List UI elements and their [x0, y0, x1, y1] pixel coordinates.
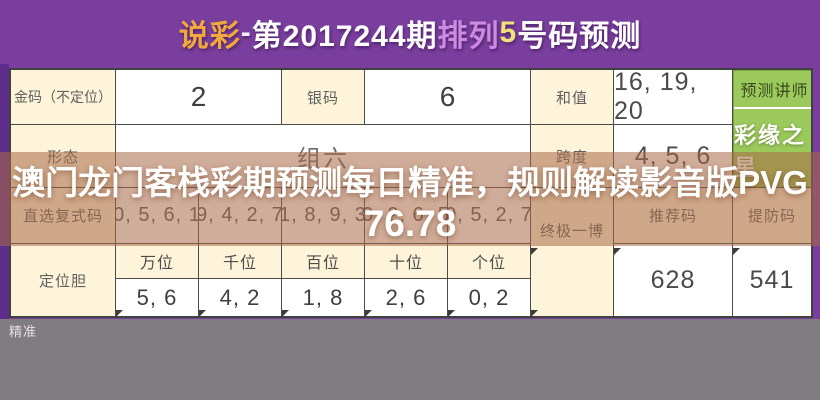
- watermark-text-line1: 澳门龙门客栈彩期预测每日精准，规则解读影音版PVG: [12, 164, 808, 201]
- footer-bar: 精准: [0, 319, 820, 400]
- title-game-name: 排列: [437, 20, 500, 53]
- title-issue: 第2017244期: [251, 20, 438, 53]
- position-value-ge: 0, 2: [448, 279, 530, 316]
- cell-corner-mark: [448, 310, 455, 317]
- position-header-wan: 万位: [116, 244, 198, 278]
- position-value-wan: 5, 6: [116, 279, 198, 316]
- page-title: 说彩 - 第2017244期 排列 5 号码预测: [0, 0, 820, 66]
- position-header-ge: 个位: [448, 244, 530, 278]
- position-value-bai: 1, 8: [282, 279, 364, 316]
- position-value-qian: 4, 2: [199, 279, 281, 316]
- position-header-qian: 千位: [199, 244, 281, 278]
- cell-corner-mark: [614, 248, 621, 255]
- recommend-code-value: 628: [614, 244, 732, 316]
- sum-value: 16, 19, 20: [614, 70, 732, 124]
- cell-corner-mark: [116, 310, 123, 317]
- title-brand: 说彩: [178, 20, 241, 53]
- watermark-overlay: 澳门龙门客栈彩期预测每日精准，规则解读影音版PVG 76.78: [0, 152, 820, 246]
- gold-code-label: 金码（不定位）: [11, 70, 115, 124]
- cell-corner-mark: [365, 310, 372, 317]
- title-game-number: 5: [499, 16, 518, 49]
- title-suffix: 号码预测: [517, 20, 642, 53]
- position-header-shi: 十位: [365, 244, 447, 278]
- title-dash: -: [240, 16, 252, 49]
- cell-corner-mark: [282, 310, 289, 317]
- silver-code-label: 银码: [282, 70, 364, 124]
- cell-corner-mark: [531, 310, 538, 317]
- cell-corner-mark: [531, 248, 538, 255]
- position-value-shi: 2, 6: [365, 279, 447, 316]
- sum-value-label: 和值: [531, 70, 613, 124]
- lecturer-title: 预测讲师: [734, 71, 811, 109]
- cell-corner-mark: [199, 310, 206, 317]
- fixed-position-label: 定位胆: [11, 244, 115, 316]
- footer-corner-text: 精准: [9, 324, 38, 339]
- watermark-text-line2: 76.78: [363, 203, 457, 244]
- cell-corner-mark: [733, 248, 740, 255]
- gold-code-value: 2: [116, 70, 281, 124]
- silver-code-value: 6: [365, 70, 530, 124]
- position-header-bai: 百位: [282, 244, 364, 278]
- guard-code-value: 541: [733, 244, 811, 316]
